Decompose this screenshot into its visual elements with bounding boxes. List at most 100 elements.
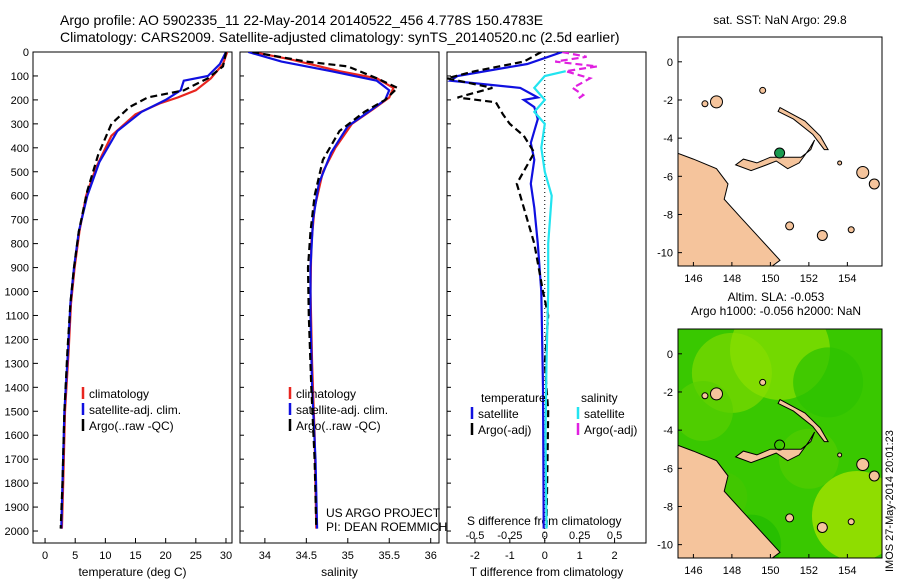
ytick-label-1800: 1800 bbox=[5, 478, 29, 490]
series-line-argo-raw-qc- bbox=[252, 52, 400, 529]
land-new-ireland bbox=[777, 106, 829, 151]
annotation-text: PI: DEAN ROEMMICH bbox=[326, 520, 447, 534]
annotation-text: US ARGO PROJECT bbox=[326, 506, 441, 520]
map-ytick-label: -2 bbox=[663, 387, 673, 399]
map-content bbox=[678, 329, 882, 558]
ytick-label-400: 400 bbox=[11, 143, 29, 155]
map-xtick-label: 152 bbox=[800, 565, 818, 577]
xtick-label: 30 bbox=[220, 550, 232, 562]
xaxis-label: T difference from climatology bbox=[470, 565, 624, 579]
map-xtick-label: 148 bbox=[723, 565, 741, 577]
legend-label: Argo(-adj) bbox=[478, 423, 531, 437]
land-island bbox=[709, 95, 723, 109]
ytick-label-500: 500 bbox=[11, 167, 29, 179]
map-ytick-label: -8 bbox=[663, 209, 673, 221]
sla-map-title-2: Argo h1000: -0.056 h2000: NaN bbox=[691, 304, 861, 318]
ytick-label-1400: 1400 bbox=[5, 382, 29, 394]
series-line-t-argo-adj- bbox=[447, 52, 550, 529]
xtick-label: -1 bbox=[505, 550, 515, 562]
ytick-label-200: 200 bbox=[11, 95, 29, 107]
map-xtick-label: 154 bbox=[838, 273, 856, 285]
panel-frame-3 bbox=[446, 51, 647, 544]
series-line-climatology bbox=[60, 52, 229, 529]
xtick-label: 1 bbox=[577, 550, 583, 562]
land-island bbox=[701, 392, 709, 400]
land-island bbox=[856, 165, 870, 179]
map-xtick-label: 154 bbox=[838, 565, 856, 577]
map-xtick-label: 148 bbox=[723, 273, 741, 285]
x2tick-label: -0.5 bbox=[465, 530, 484, 542]
title-line-1: Argo profile: AO 5902335_11 22-May-2014 … bbox=[60, 12, 544, 28]
ytick-label-300: 300 bbox=[11, 119, 29, 131]
map-ytick-label: -10 bbox=[657, 540, 673, 552]
ytick-label-100: 100 bbox=[11, 71, 29, 83]
ytick-label-1300: 1300 bbox=[5, 358, 29, 370]
legend-label: Argo(-adj) bbox=[584, 423, 637, 437]
land-island bbox=[837, 160, 843, 166]
argo-location-marker bbox=[774, 439, 786, 451]
legend-label: Argo(..raw -QC) bbox=[296, 419, 381, 433]
xtick-label: 25 bbox=[190, 550, 202, 562]
sla-blob bbox=[811, 471, 882, 558]
land-island bbox=[837, 452, 843, 458]
ytick-label-1600: 1600 bbox=[5, 430, 29, 442]
map-xtick-label: 152 bbox=[800, 273, 818, 285]
legend-label: satellite-adj. clim. bbox=[296, 403, 388, 417]
legend-label: salinity bbox=[581, 391, 618, 405]
map-ytick-label: 0 bbox=[667, 57, 673, 69]
map-ytick-label: -6 bbox=[663, 463, 673, 475]
legend-label: Argo(..raw -QC) bbox=[89, 419, 174, 433]
ytick-label-2000: 2000 bbox=[5, 526, 29, 538]
x2tick-label: 0.25 bbox=[569, 530, 590, 542]
legend-label: temperature bbox=[481, 391, 546, 405]
ytick-label-1700: 1700 bbox=[5, 454, 29, 466]
map-frame bbox=[677, 36, 883, 267]
map-ytick-label: -4 bbox=[663, 133, 673, 145]
series-line-satellite-adj-clim- bbox=[247, 52, 391, 529]
land-island bbox=[759, 378, 767, 386]
xtick-label: 35.5 bbox=[379, 550, 400, 562]
land-new-britain bbox=[734, 139, 816, 172]
map-xtick-label: 146 bbox=[684, 273, 702, 285]
xtick-label: -2 bbox=[470, 550, 480, 562]
ytick-label-0: 0 bbox=[23, 47, 29, 59]
sla-blob bbox=[778, 428, 839, 489]
map-ytick-label: -10 bbox=[657, 248, 673, 260]
xaxis-label: temperature (deg C) bbox=[78, 565, 186, 579]
xtick-label: 35 bbox=[342, 550, 354, 562]
ytick-label-900: 900 bbox=[11, 263, 29, 275]
argo-location-marker bbox=[774, 147, 786, 159]
series-line-climatology bbox=[252, 52, 395, 529]
x2tick-label: 0.5 bbox=[607, 530, 622, 542]
land-island bbox=[856, 457, 870, 471]
ytick-label-1000: 1000 bbox=[5, 287, 29, 299]
legend-label: satellite bbox=[584, 407, 625, 421]
xtick-label: 5 bbox=[72, 550, 78, 562]
land-island bbox=[847, 518, 855, 526]
legend-label: satellite-adj. clim. bbox=[89, 403, 181, 417]
land-island bbox=[785, 221, 795, 231]
map-sst bbox=[677, 36, 883, 267]
xtick-label: 34 bbox=[259, 550, 271, 562]
land-new-guinea bbox=[678, 444, 781, 558]
land-new-ireland bbox=[777, 398, 829, 443]
ytick-label-1200: 1200 bbox=[5, 334, 29, 346]
land-island bbox=[709, 387, 723, 401]
ytick-label-700: 700 bbox=[11, 215, 29, 227]
xtick-label: 0 bbox=[42, 550, 48, 562]
map-ytick-label: -4 bbox=[663, 425, 673, 437]
x2tick-label: -0.25 bbox=[497, 530, 522, 542]
xaxis-label: salinity bbox=[321, 565, 358, 579]
land-new-britain bbox=[734, 431, 816, 464]
land-island bbox=[868, 470, 880, 482]
map-xtick-label: 146 bbox=[684, 565, 702, 577]
timestamp-stamp: IMOS 27-May-2014 20:01:23 bbox=[884, 430, 896, 572]
panel-frame-1 bbox=[32, 51, 233, 544]
panel-frame-2 bbox=[239, 51, 440, 544]
sst-map-title: sat. SST: NaN Argo: 29.8 bbox=[713, 13, 847, 27]
ytick-label-1900: 1900 bbox=[5, 502, 29, 514]
land-island bbox=[785, 513, 795, 523]
ytick-label-800: 800 bbox=[11, 239, 29, 251]
xtick-label: 34.5 bbox=[296, 550, 317, 562]
